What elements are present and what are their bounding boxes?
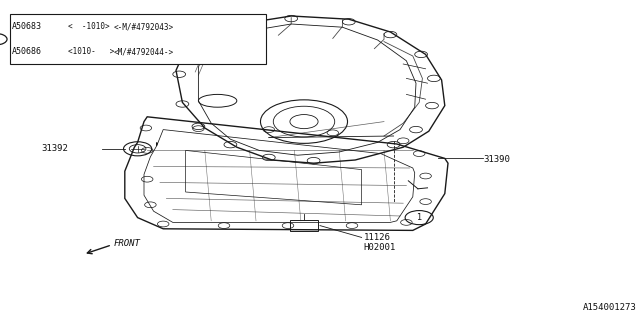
Text: H02001: H02001 — [364, 243, 396, 252]
Text: A50686: A50686 — [12, 47, 42, 56]
Text: A50683: A50683 — [12, 22, 42, 31]
Text: A154001273: A154001273 — [583, 303, 637, 312]
Text: <M/#4792044->: <M/#4792044-> — [113, 47, 173, 56]
Text: <1010-   >: <1010- > — [68, 47, 115, 56]
Text: <  -1010>: < -1010> — [68, 22, 110, 31]
Text: 31392: 31392 — [42, 144, 68, 153]
FancyBboxPatch shape — [10, 14, 266, 64]
Text: 11126: 11126 — [364, 233, 390, 242]
Text: 31390: 31390 — [484, 155, 511, 164]
Text: <-M/#4792043>: <-M/#4792043> — [113, 22, 173, 31]
Text: 1: 1 — [417, 213, 422, 222]
Text: FRONT: FRONT — [114, 239, 141, 248]
